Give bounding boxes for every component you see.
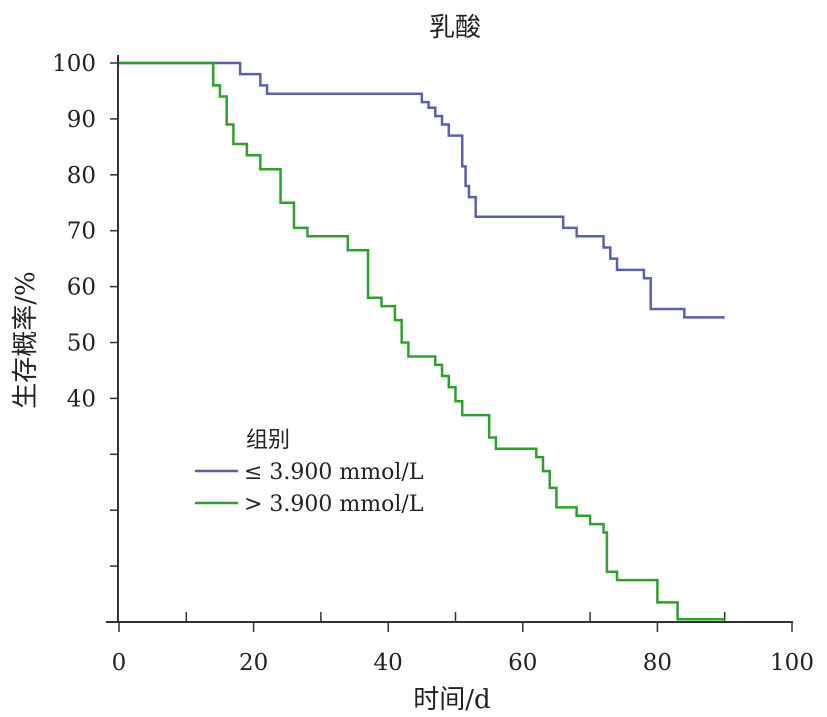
x-tick-label: 60 bbox=[508, 650, 537, 676]
y-ticks: 100 90 80 70 60 50 40 bbox=[52, 51, 118, 567]
x-tick-label: 20 bbox=[239, 650, 268, 676]
axes bbox=[106, 55, 793, 623]
legend-label-series-1: ≤ 3.900 mmol/L bbox=[244, 460, 424, 485]
y-tick-label: 70 bbox=[67, 219, 96, 245]
x-tick-label: 100 bbox=[770, 650, 814, 676]
x-axis-label: 时间/d bbox=[413, 685, 490, 715]
chart-title: 乳酸 bbox=[429, 13, 481, 43]
y-tick-label: 60 bbox=[67, 275, 96, 301]
series-line-2 bbox=[119, 61, 725, 621]
y-axis-label: 生存概率/% bbox=[11, 271, 41, 408]
y-tick-label: 80 bbox=[67, 163, 96, 189]
y-tick-label: 50 bbox=[67, 331, 96, 357]
series-layer bbox=[119, 61, 725, 621]
y-tick-label: 40 bbox=[67, 386, 96, 412]
y-tick-label: 100 bbox=[52, 51, 96, 77]
x-tick-label: 0 bbox=[112, 650, 127, 676]
x-tick-label: 80 bbox=[643, 650, 672, 676]
series-line-1 bbox=[119, 61, 725, 319]
x-tick-label: 40 bbox=[374, 650, 403, 676]
y-tick-label: 90 bbox=[67, 107, 96, 133]
legend-label-series-2: > 3.900 mmol/L bbox=[244, 492, 424, 517]
legend-title: 组别 bbox=[246, 428, 290, 453]
legend: 组别 ≤ 3.900 mmol/L > 3.900 mmol/L bbox=[195, 428, 424, 517]
x-ticks: 0 20 40 60 80 100 bbox=[112, 612, 814, 676]
